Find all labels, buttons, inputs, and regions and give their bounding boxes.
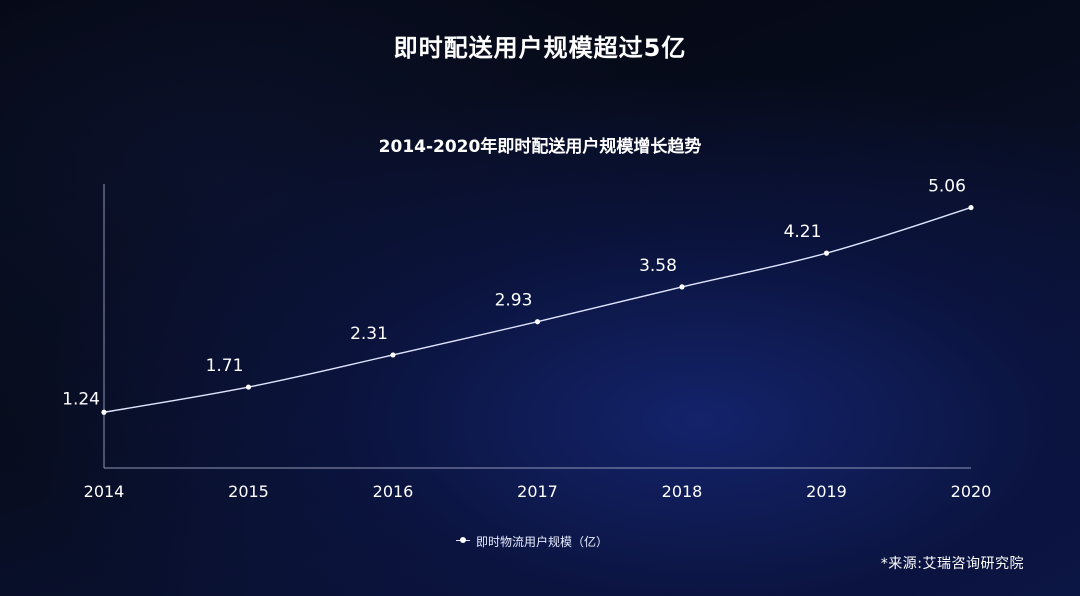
x-tick-label: 2014 (84, 482, 125, 501)
series-line (103, 206, 972, 413)
data-label: 5.06 (928, 177, 966, 197)
legend: 即时物流用户规模（亿） (456, 532, 608, 550)
data-point (101, 409, 107, 415)
data-point (823, 250, 830, 256)
legend-line-marker-icon (456, 536, 470, 546)
data-point (390, 352, 396, 358)
chart-title: 2014-2020年即时配送用户规模增长趋势 (378, 137, 702, 157)
source-note: *来源:艾瑞咨询研究院 (880, 556, 1024, 572)
data-point (679, 284, 685, 290)
data-label: 1.24 (62, 389, 100, 409)
data-point (245, 384, 252, 390)
x-tick-label: 2020 (951, 482, 992, 501)
data-label: 2.31 (350, 324, 388, 344)
legend-label: 即时物流用户规模（亿） (476, 534, 609, 549)
x-tick-label: 2018 (662, 482, 703, 501)
data-label: 3.58 (639, 256, 677, 276)
x-tick-label: 2017 (517, 482, 558, 501)
data-label: 4.21 (784, 222, 822, 242)
data-label: 2.93 (495, 291, 533, 311)
x-tick-label: 2016 (373, 482, 414, 501)
main-title: 即时配送用户规模超过5亿 (393, 34, 687, 62)
data-point (968, 204, 974, 211)
x-tick-label: 2019 (806, 482, 847, 501)
data-point (534, 319, 541, 325)
x-tick-label: 2015 (228, 482, 269, 501)
data-label: 1.71 (206, 356, 244, 376)
